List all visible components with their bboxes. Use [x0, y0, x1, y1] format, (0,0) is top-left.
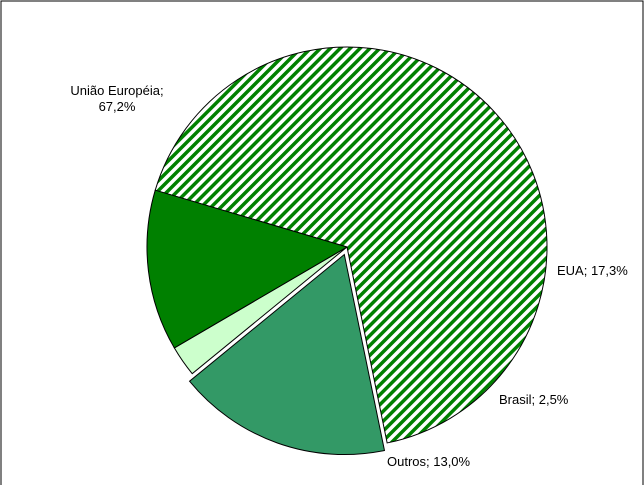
pie-slices	[146, 46, 548, 455]
slice-outros	[146, 189, 349, 349]
slice-eua	[188, 253, 386, 455]
label-uniao-europeia-line1: União Européia;	[70, 83, 163, 98]
slice-uniao-europeia	[154, 46, 548, 444]
label-brasil: Brasil; 2,5%	[499, 392, 569, 407]
label-uniao-europeia-line2: 67,2%	[99, 99, 136, 114]
label-eua: EUA; 17,3%	[557, 263, 628, 278]
label-outros: Outros; 13,0%	[387, 454, 471, 469]
